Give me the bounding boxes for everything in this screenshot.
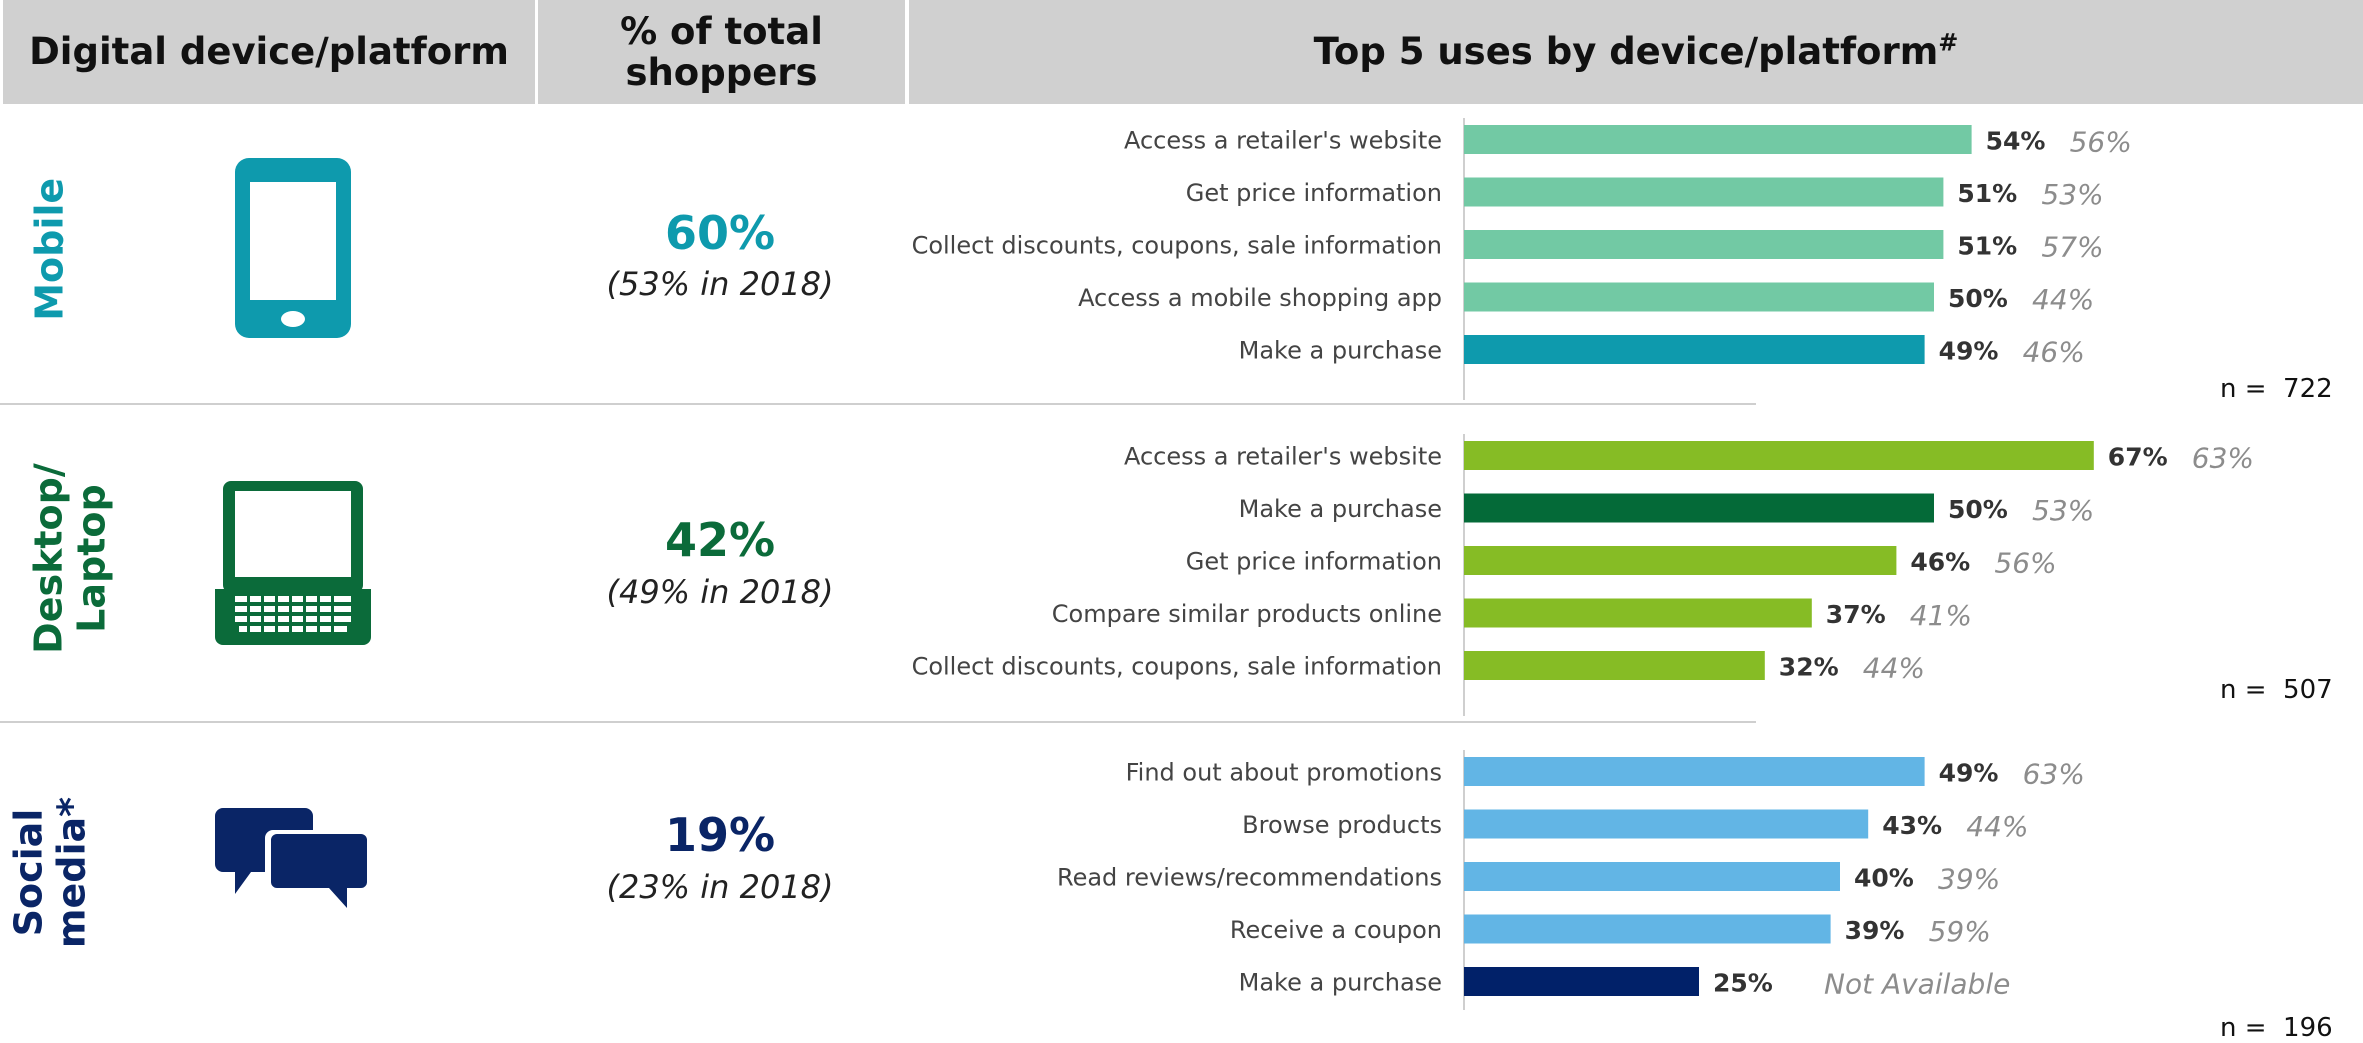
bar [1464, 230, 1944, 259]
value-label: 32% [1779, 653, 1839, 682]
bar [1464, 651, 1765, 680]
social-share-value: 19% [664, 808, 776, 862]
value-label: 37% [1826, 600, 1886, 629]
section-divider [0, 721, 1756, 723]
desktop-share-prior: (49% in 2018) [606, 573, 834, 611]
smartphone-icon [235, 158, 351, 342]
bar [1464, 967, 1699, 996]
bar [1464, 598, 1812, 628]
category-label: Receive a coupon [1230, 916, 1442, 944]
category-label: Find out about promotions [1126, 759, 1442, 787]
bar [1464, 125, 1972, 154]
mobile-share-value: 60% [664, 206, 776, 260]
prior-year-label: 56% [1994, 547, 2056, 580]
category-label: Access a retailer's website [1124, 127, 1442, 155]
header-percent-shoppers-text: % of total shoppers [620, 9, 823, 94]
header-footnote-mark: # [1938, 28, 1959, 57]
prior-year-label: 46% [2023, 336, 2085, 369]
prior-year-label: 44% [1966, 810, 2028, 843]
prior-year-label: 59% [1929, 915, 1991, 948]
category-label: Compare similar products online [1052, 600, 1442, 628]
desktop-sample-size: n = 507 [2220, 675, 2333, 705]
bar [1464, 282, 1934, 312]
prior-year-label: 53% [2032, 494, 2094, 527]
value-label: 49% [1939, 759, 1999, 788]
header-top-uses-text: Top 5 uses by device/platform# [1313, 28, 1959, 74]
prior-year-label: 44% [1863, 652, 1925, 685]
prior-year-label: 63% [2192, 442, 2254, 475]
value-label: 43% [1882, 811, 1942, 840]
value-label: 40% [1854, 864, 1914, 893]
prior-year-label: 53% [2041, 178, 2103, 211]
header-top-uses: Top 5 uses by device/platform# [909, 0, 2363, 104]
bar [1464, 177, 1944, 207]
header-percent-shoppers: % of total shoppers [538, 0, 905, 104]
value-label: 39% [1845, 916, 1905, 945]
social-sample-size: n = 196 [2220, 1013, 2333, 1043]
category-label: Get price information [1186, 179, 1442, 207]
category-label: Browse products [1242, 811, 1442, 839]
header-device-platform-text: Digital device/platform [29, 30, 509, 74]
bar [1464, 441, 2094, 470]
prior-year-label: 39% [1938, 863, 2000, 896]
category-label: Read reviews/recommendations [1057, 864, 1442, 892]
bar [1464, 914, 1831, 944]
bar [1464, 862, 1840, 891]
prior-year-label: 63% [2023, 758, 2085, 791]
value-label: 50% [1948, 495, 2008, 524]
bar [1464, 335, 1925, 364]
category-label: Make a purchase [1239, 969, 1442, 997]
category-label: Get price information [1186, 548, 1442, 576]
value-label: 49% [1939, 337, 1999, 366]
value-label: 25% [1713, 969, 1773, 998]
prior-year-label: 57% [2041, 231, 2103, 264]
bar [1464, 809, 1869, 839]
category-label: Make a purchase [1239, 337, 1442, 365]
prior-year-label: 41% [1910, 599, 1972, 632]
bar [1464, 757, 1925, 786]
chat-bubbles-icon [215, 808, 371, 924]
bar [1464, 546, 1897, 575]
value-label: 51% [1957, 232, 2017, 261]
value-label: 51% [1957, 179, 2017, 208]
category-label: Make a purchase [1239, 495, 1442, 523]
value-label: 46% [1910, 548, 1970, 577]
laptop-icon [215, 481, 371, 649]
value-label: 67% [2108, 443, 2168, 472]
section-divider [0, 403, 1756, 405]
header-top-uses-label: Top 5 uses by device/platform [1313, 30, 1939, 74]
category-label: Collect discounts, coupons, sale informa… [912, 653, 1442, 681]
category-label: Collect discounts, coupons, sale informa… [912, 232, 1442, 260]
category-label: Access a mobile shopping app [1078, 284, 1442, 312]
category-label: Access a retailer's website [1124, 443, 1442, 471]
prior-year-label: Not Available [1824, 968, 2010, 1001]
prior-year-label: 44% [2032, 283, 2094, 316]
value-label: 54% [1986, 127, 2046, 156]
bar [1464, 493, 1934, 523]
value-label: 50% [1948, 284, 2008, 313]
desktop-share-value: 42% [664, 513, 776, 567]
mobile-share-prior: (53% in 2018) [606, 265, 834, 303]
mobile-sample-size: n = 722 [2220, 374, 2333, 404]
header-device-platform: Digital device/platform [3, 0, 535, 104]
prior-year-label: 56% [2070, 126, 2132, 159]
social-share-prior: (23% in 2018) [606, 868, 834, 906]
